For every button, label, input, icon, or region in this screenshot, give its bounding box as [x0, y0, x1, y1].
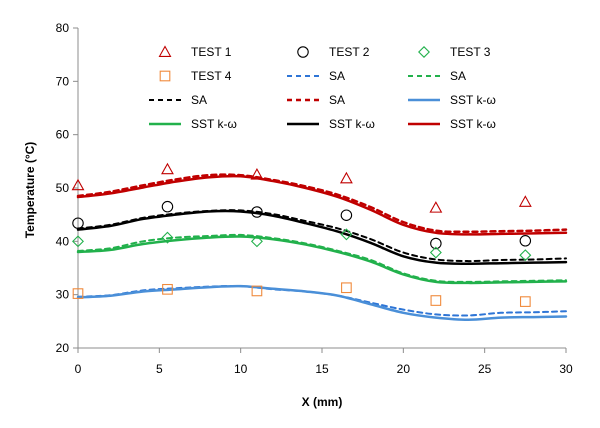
y-tick-label: 40 — [56, 234, 70, 248]
x-tick-label: 25 — [478, 362, 492, 376]
legend-label: SA — [329, 69, 345, 83]
legend-item: TEST 2 — [297, 45, 370, 59]
legend-symbol-circle — [297, 46, 309, 58]
legend-label: TEST 4 — [191, 69, 232, 83]
data-point-test-2 — [340, 209, 353, 221]
data-point-test-3 — [250, 235, 263, 248]
y-tick-label: 20 — [56, 341, 70, 355]
data-point-test-4 — [341, 282, 352, 294]
legend-label: SST k-ω — [450, 93, 496, 107]
legend-label: SST k-ω — [329, 117, 375, 131]
legend-item: SST k-ω — [287, 117, 375, 131]
x-axis-title: X (mm) — [302, 395, 343, 409]
x-tick-label: 10 — [234, 362, 248, 376]
legend-label: TEST 3 — [450, 45, 491, 59]
x-tick-label: 15 — [315, 362, 329, 376]
data-point-test-1 — [71, 178, 85, 191]
data-point-test-3 — [340, 228, 353, 241]
y-tick-label: 50 — [56, 181, 70, 195]
data-point-test-3 — [72, 235, 84, 248]
legend-label: TEST 2 — [329, 45, 370, 59]
data-point-test-3 — [429, 246, 442, 259]
legend-symbol-square — [159, 70, 171, 82]
y-axis-title: Temperature (°C) — [23, 142, 37, 239]
series-line-sst-k-9 — [76, 235, 568, 285]
axes: 20 30 40 50 60 70 80 0 5 10 15 20 25 30 — [56, 21, 573, 376]
data-point-test-2 — [72, 217, 84, 229]
legend-symbol-diamond — [418, 46, 430, 58]
series-line-sst-k-8 — [76, 284, 568, 321]
data-point-test-3 — [519, 249, 532, 262]
x-tick-label: 30 — [559, 362, 573, 376]
legend-item: SST k-ω — [408, 93, 496, 107]
data-point-test-1 — [429, 201, 443, 213]
legend-item: SA — [287, 69, 345, 83]
x-tick-label: 20 — [397, 362, 411, 376]
legend-symbol-triangle — [158, 45, 172, 57]
y-tick-label: 80 — [56, 21, 70, 35]
x-tick-label: 5 — [156, 362, 163, 376]
data-point-test-2 — [430, 237, 442, 250]
data-point-test-2 — [161, 200, 174, 213]
plot-lines — [76, 173, 568, 321]
legend-item: TEST 1 — [158, 45, 232, 59]
legend-label: TEST 1 — [191, 45, 232, 59]
legend-item: SA — [287, 93, 345, 107]
data-point-test-1 — [161, 162, 174, 175]
y-tick-label: 60 — [56, 128, 70, 142]
data-point-test-2 — [251, 206, 263, 218]
data-point-test-1 — [339, 171, 353, 184]
data-point-test-3 — [161, 231, 174, 244]
legend-label: SA — [329, 93, 345, 107]
data-point-test-4 — [251, 285, 263, 297]
legend-item: TEST 4 — [159, 69, 232, 83]
data-point-test-1 — [518, 195, 532, 207]
legend-label: SA — [450, 69, 466, 83]
data-point-test-4 — [519, 296, 531, 307]
series-line-sa-7 — [76, 173, 568, 234]
data-point-test-2 — [519, 235, 532, 247]
plot-markers — [71, 162, 532, 307]
y-tick-label: 30 — [56, 288, 70, 302]
y-tick-label: 70 — [56, 74, 70, 88]
data-point-test-1 — [250, 168, 264, 180]
legend-item: SST k-ω — [149, 117, 237, 131]
legend-item: SA — [408, 69, 466, 83]
data-point-test-4 — [430, 295, 442, 306]
series-line-sst-k-10 — [76, 209, 568, 265]
legend: TEST 1 TEST 2 TEST 3 TEST 4 SA SA SA SA SST k-ω S… — [149, 45, 496, 131]
legend-item: SST k-ω — [408, 117, 496, 131]
legend-label: SST k-ω — [191, 117, 237, 131]
x-tick-label: 0 — [75, 362, 82, 376]
data-point-test-4 — [162, 283, 173, 295]
legend-label: SST k-ω — [450, 117, 496, 131]
legend-item: TEST 3 — [418, 45, 491, 59]
legend-label: SA — [191, 93, 207, 107]
data-point-test-4 — [72, 288, 84, 299]
series-line-sst-k-11 — [76, 174, 568, 236]
legend-item: SA — [149, 93, 207, 107]
